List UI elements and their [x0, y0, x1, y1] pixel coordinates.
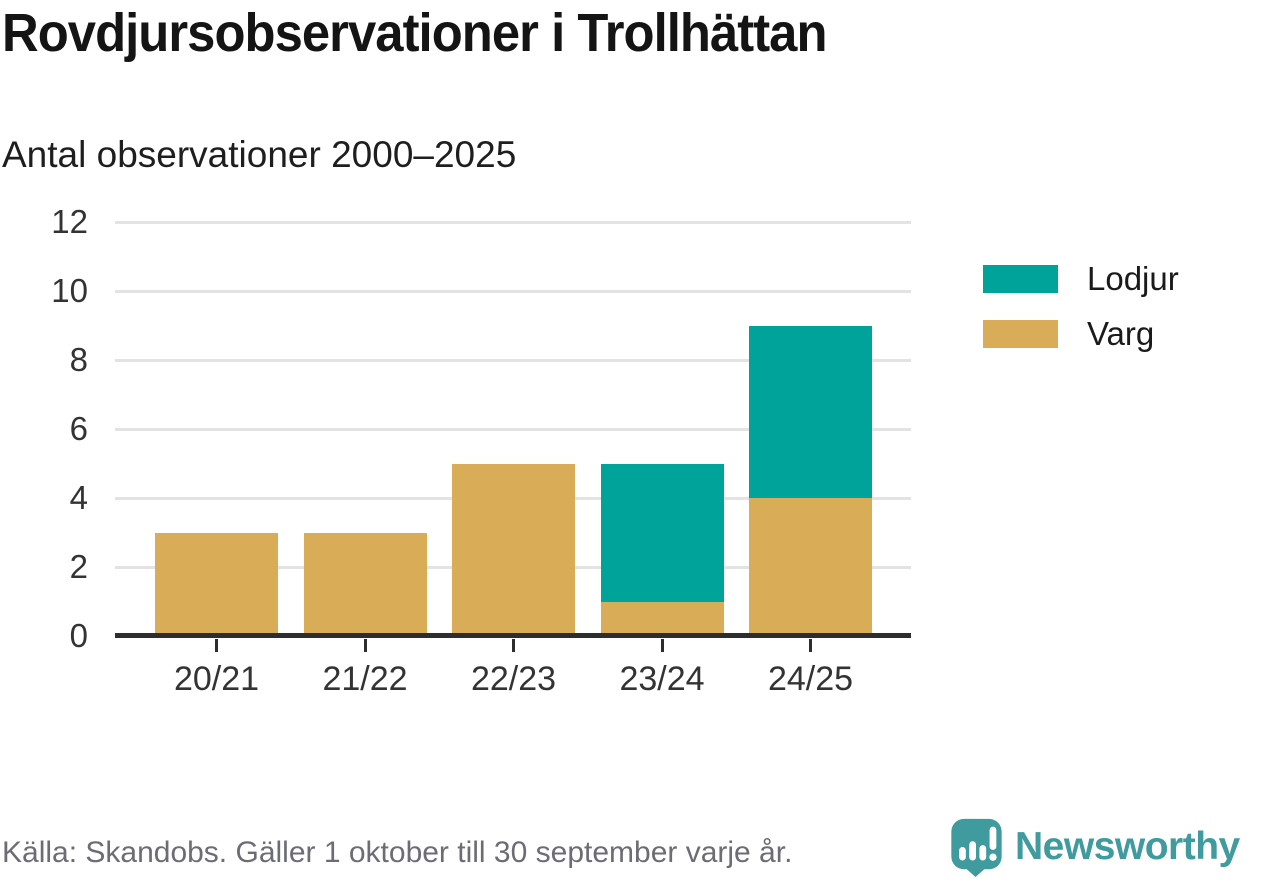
source-note: Källa: Skandobs. Gäller 1 oktober till 3… — [2, 836, 793, 869]
x-tick-label: 24/25 — [767, 660, 854, 698]
legend-item-lodjur: Lodjur — [983, 260, 1179, 297]
y-tick-label: 10 — [51, 272, 88, 309]
bar-chart-speech-bubble-icon — [951, 818, 1002, 877]
y-tick-label: 4 — [69, 479, 88, 516]
x-axis-line — [115, 633, 911, 638]
brand-wordmark: Newsworthy — [1015, 825, 1240, 868]
x-tick-mark — [363, 639, 367, 652]
gridline — [115, 220, 911, 224]
page-title: Rovdjursobservationer i Trollhättan — [2, 3, 827, 63]
x-tick-label: 21/22 — [322, 660, 408, 698]
gridline — [115, 427, 911, 431]
y-tick-label: 8 — [69, 341, 88, 378]
x-tick-label: 20/21 — [173, 660, 260, 698]
x-tick-mark — [660, 639, 664, 652]
legend-label: Lodjur — [1087, 260, 1179, 297]
legend-item-varg: Varg — [983, 315, 1179, 352]
bar-segment-varg — [749, 498, 872, 636]
y-tick-label: 12 — [51, 203, 88, 240]
bar-segment-varg — [600, 601, 724, 636]
brand: Newsworthy — [948, 817, 1240, 877]
bar-segment-lodjur — [749, 325, 872, 498]
legend-label: Varg — [1087, 315, 1155, 352]
speech-bubble-shape — [951, 818, 1002, 877]
plot-area: 20/21 21/22 22/23 23/24 24/25 — [115, 220, 911, 698]
legend: Lodjur Varg — [983, 260, 1179, 374]
x-tick-mark — [809, 639, 812, 652]
bar-segment-lodjur — [600, 463, 724, 602]
x-tick-mark — [215, 639, 218, 652]
gridline — [115, 289, 911, 293]
y-axis: 0 2 4 6 8 10 12 — [0, 196, 100, 706]
legend-swatch-varg — [983, 320, 1058, 348]
x-tick-mark — [512, 639, 515, 652]
bar-segment-varg — [452, 463, 575, 636]
legend-swatch-lodjur — [983, 265, 1058, 293]
x-tick-label: 23/24 — [619, 660, 705, 698]
gridline — [115, 358, 911, 362]
y-tick-label: 6 — [69, 410, 88, 447]
y-tick-label: 2 — [69, 548, 88, 585]
y-tick-label: 0 — [69, 617, 88, 654]
chart-subtitle: Antal observationer 2000–2025 — [2, 134, 517, 175]
bar-segment-varg — [155, 532, 278, 636]
bar-segment-varg — [303, 532, 427, 636]
x-tick-label: 22/23 — [470, 660, 557, 698]
bar-chart: 0 2 4 6 8 10 12 20/21 21/22 22/23 23/24 24/25 — [0, 196, 940, 706]
